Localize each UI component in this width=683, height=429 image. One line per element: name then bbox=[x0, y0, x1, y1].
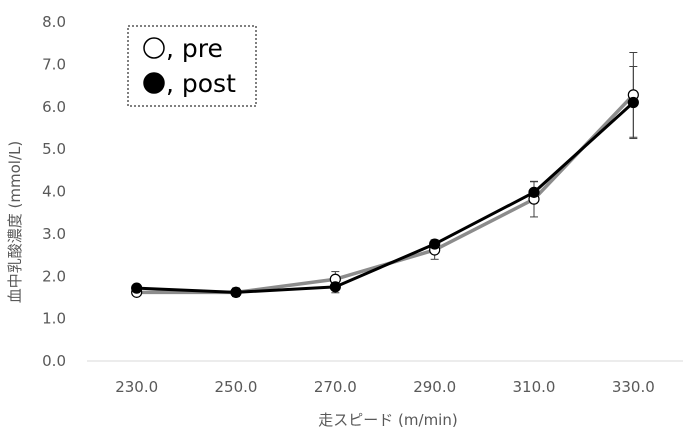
post-point bbox=[230, 286, 242, 298]
legend-pre-marker bbox=[143, 37, 165, 59]
legend-pre-label: , pre bbox=[166, 34, 223, 63]
series-lines bbox=[136, 93, 635, 295]
x-tick-label: 330.0 bbox=[612, 378, 655, 396]
x-tick-label: 250.0 bbox=[215, 378, 258, 396]
x-axis-title: 走スピード (m/min) bbox=[318, 411, 457, 429]
post-point bbox=[429, 238, 441, 250]
x-tick-label: 310.0 bbox=[513, 378, 556, 396]
legend-post-label: , post bbox=[166, 69, 236, 98]
y-tick-label: 4.0 bbox=[42, 183, 66, 201]
y-tick-label: 0.0 bbox=[42, 352, 66, 370]
legend-post-marker bbox=[143, 72, 165, 94]
x-tick-label: 230.0 bbox=[115, 378, 158, 396]
data-markers bbox=[131, 89, 639, 298]
y-tick-label: 2.0 bbox=[42, 267, 66, 285]
y-tick-label: 8.0 bbox=[42, 13, 66, 31]
y-axis-ticks: 0.0 1.0 2.0 3.0 4.0 5.0 6.0 7.0 8.0 bbox=[42, 13, 66, 370]
y-tick-label: 7.0 bbox=[42, 55, 66, 73]
legend: , pre , post bbox=[127, 25, 257, 107]
post-point bbox=[528, 186, 540, 198]
series-line-1 bbox=[136, 101, 635, 294]
y-tick-label: 6.0 bbox=[42, 98, 66, 116]
y-axis-title: 血中乳酸濃度 (mmol/L) bbox=[6, 141, 24, 303]
x-axis-ticks: 230.0 250.0 270.0 290.0 310.0 330.0 bbox=[115, 378, 655, 396]
post-point bbox=[131, 282, 143, 294]
series-line-0 bbox=[136, 93, 635, 295]
x-tick-label: 270.0 bbox=[314, 378, 357, 396]
y-tick-label: 5.0 bbox=[42, 140, 66, 158]
post-point bbox=[329, 281, 341, 293]
x-tick-label: 290.0 bbox=[413, 378, 456, 396]
y-tick-label: 3.0 bbox=[42, 225, 66, 243]
y-tick-label: 1.0 bbox=[42, 310, 66, 328]
post-point bbox=[627, 96, 639, 109]
